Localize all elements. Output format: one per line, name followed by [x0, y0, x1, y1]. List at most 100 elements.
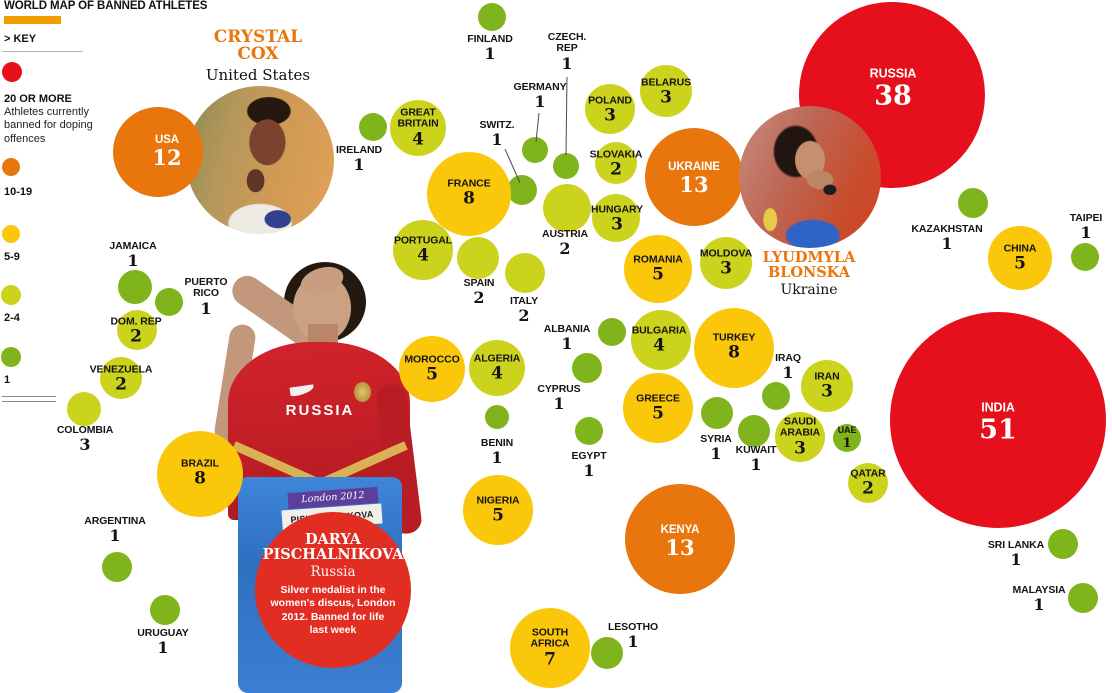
page-title: WORLD MAP OF BANNED ATHLETES [4, 0, 208, 12]
bubble-bulgaria [631, 310, 691, 370]
athlete-name-line: PISCHALNIKOVA [262, 545, 404, 563]
bubble-taipei [1071, 243, 1099, 271]
bubble-iraq [762, 382, 790, 410]
bubble-ireland [359, 113, 387, 141]
bubble-syria [701, 397, 733, 429]
label-cyprus: CYPRUS 1 [537, 382, 581, 414]
label-czech-rep: CZECH. REP 1 [547, 31, 587, 73]
bubble-puerto-rico [155, 288, 183, 316]
label-malaysia: MALAYSIA 1 [1012, 583, 1066, 615]
bubble-saudi-arabia [775, 412, 825, 462]
label-france: FRANCE 8 [447, 177, 491, 209]
label-kazakhstan: KAZAKHSTAN 1 [911, 222, 983, 254]
title-accent-bar [4, 16, 61, 24]
bubble-qatar [848, 463, 888, 503]
bubble-algeria [469, 340, 525, 396]
label-finland: FINLAND 1 [467, 32, 513, 64]
bubble-iran [801, 360, 853, 412]
bubble-spain [457, 237, 499, 279]
bubble-slovakia [595, 142, 637, 184]
label-south-africa: SOUTH AFRICA 7 [530, 626, 570, 670]
label-iraq: IRAQ 1 [775, 351, 801, 383]
athlete-note: Silver medalist in the women's discus, L… [270, 583, 396, 637]
legend-label-5-9: 5-9 [4, 251, 20, 263]
label-turkey: TURKEY 8 [712, 331, 756, 363]
bubble-kazakhstan [958, 188, 988, 218]
legend-description: Athletes currently banned for doping off… [4, 106, 93, 145]
label-india: INDIA 51 [979, 400, 1017, 445]
bubble-egypt [575, 417, 603, 445]
label-bulgaria: BULGARIA 4 [631, 324, 687, 356]
label-china: CHINA 5 [1003, 242, 1037, 274]
bubble-india [890, 312, 1106, 528]
legend-label-10-19: 10-19 [4, 186, 33, 198]
bubble-czech-rep [553, 153, 579, 179]
bubble-austria [543, 184, 591, 232]
label-dominican-republic: DOM. REP 2 [110, 315, 162, 347]
label-sri-lanka: SRI LANKA 1 [987, 538, 1045, 570]
bubble-uruguay [150, 595, 180, 625]
key-heading: > KEY [4, 33, 37, 45]
key-divider [2, 51, 83, 52]
label-saudi-arabia: SAUDI ARABIA 3 [779, 415, 821, 459]
athlete-name-line: COX [237, 44, 279, 65]
label-argentina: ARGENTINA 1 [84, 514, 146, 546]
athlete-country: United States [205, 65, 311, 84]
bubble-turkey [694, 308, 774, 388]
bubble-germany [522, 137, 548, 163]
bubble-uae [833, 424, 861, 452]
bubble-switzerland [507, 175, 537, 205]
label-kenya: KENYA 13 [660, 523, 700, 561]
label-syria: SYRIA 1 [700, 432, 732, 464]
bubble-brazil [157, 431, 243, 517]
bubble-dominican-republic [117, 310, 157, 350]
bubble-hungary [592, 194, 640, 242]
label-spain: SPAIN 2 [463, 276, 495, 308]
label-qatar: QATAR 2 [850, 467, 886, 499]
label-hungary: HUNGARY 3 [591, 203, 643, 235]
label-slovakia: SLOVAKIA 2 [589, 148, 643, 180]
bubble-malaysia [1068, 583, 1098, 613]
callout-lyudmyla-blonska: LYUDMYLA BLONSKA Ukraine [737, 250, 881, 297]
legend-swatch-20-or-more [2, 62, 22, 82]
bubble-belarus [640, 65, 692, 117]
legend-swatch-10-19 [2, 158, 20, 176]
callout-darya-pischalnikova: DARYA PISCHALNIKOVA Russia Silver medali… [255, 512, 411, 668]
label-great-britain: GREAT BRITAIN 4 [397, 106, 439, 150]
legend-label-20-or-more: 20 OR MORE [4, 93, 72, 105]
bubble-poland [585, 84, 635, 134]
label-portugal: PORTUGAL 4 [393, 234, 453, 266]
bubble-finland [478, 3, 506, 31]
bubble-venezuela [100, 357, 142, 399]
bubble-kenya [625, 484, 735, 594]
bubble-jamaica [118, 270, 152, 304]
label-algeria: ALGERIA 4 [473, 352, 521, 384]
label-egypt: EGYPT 1 [571, 449, 607, 481]
legend-label-2-4: 2-4 [4, 312, 20, 324]
label-puerto-rico: PUERTO RICO 1 [184, 276, 228, 318]
athlete-name-line: DARYA [304, 531, 362, 548]
label-lesotho: LESOTHO 1 [607, 620, 659, 652]
bubble-cyprus [572, 353, 602, 383]
label-poland: POLAND 3 [588, 94, 632, 126]
bubble-china [988, 226, 1052, 290]
label-venezuela: VENEZUELA 2 [89, 363, 153, 395]
label-germany: GERMANY 1 [513, 80, 567, 112]
label-morocco: MOROCCO 5 [404, 353, 460, 385]
bubble-portugal [393, 220, 453, 280]
bubble-usa [113, 107, 203, 197]
bubble-great-britain [390, 100, 446, 156]
label-taipei: TAIPEI 1 [1069, 211, 1103, 243]
legend-label-1: 1 [4, 374, 11, 386]
bubble-kuwait [738, 415, 770, 447]
label-jamaica: JAMAICA 1 [109, 239, 157, 271]
bubble-lesotho [591, 637, 623, 669]
russia-crest-icon [354, 382, 371, 402]
bubble-france [427, 152, 511, 236]
label-nigeria: NIGERIA 5 [476, 494, 520, 526]
bubble-moldova [700, 237, 752, 289]
bubble-albania [598, 318, 626, 346]
legend-swatch-2-4 [1, 285, 21, 305]
bubble-greece [623, 373, 693, 443]
